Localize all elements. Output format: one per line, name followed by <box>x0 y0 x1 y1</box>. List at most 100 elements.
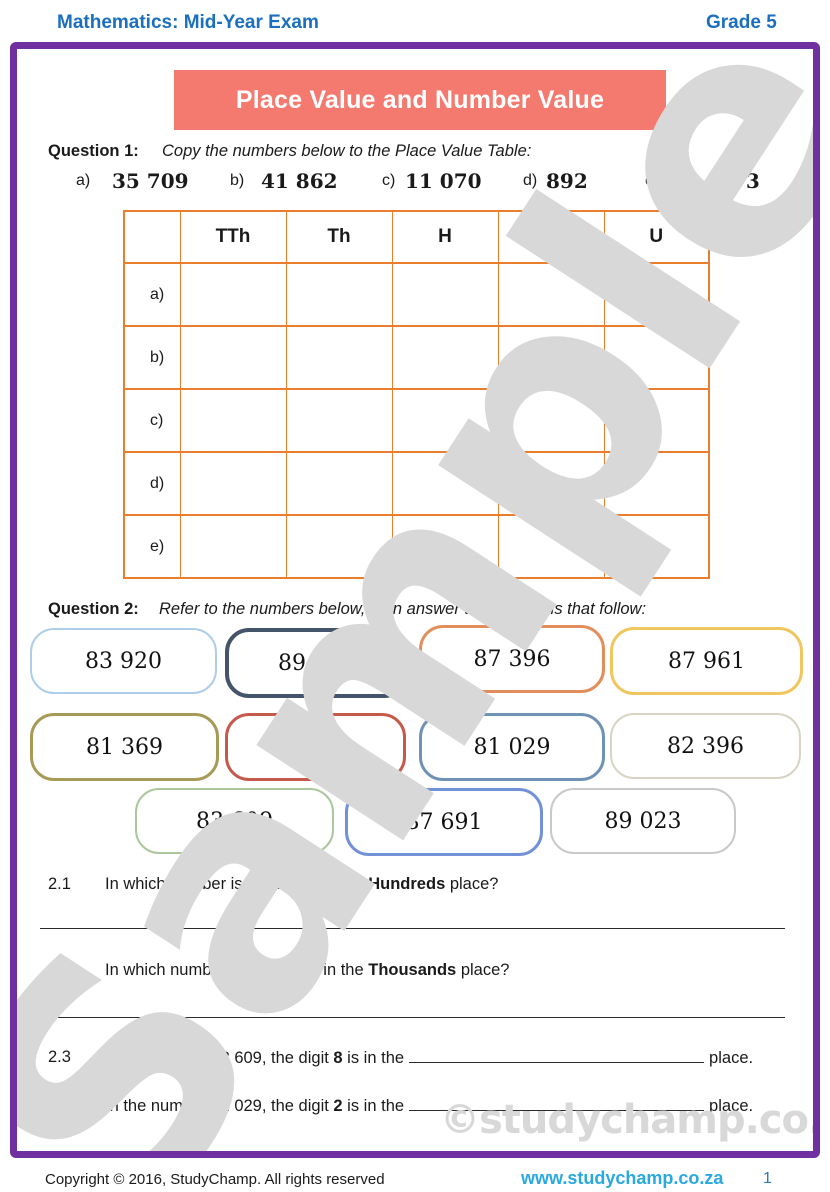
empty-cell <box>391 325 498 389</box>
question-bold-term: 8 <box>333 1049 343 1067</box>
number-card: 81 369 <box>30 713 219 781</box>
empty-cell <box>391 514 498 578</box>
question-bold-term: Thousands <box>368 961 457 979</box>
empty-cell <box>391 262 498 326</box>
number-card: 83 920 <box>30 628 217 694</box>
table-row-d: d) <box>123 451 709 515</box>
page-number: 1 <box>763 1170 772 1187</box>
empty-cell <box>285 514 392 578</box>
number-card: 82 396 <box>610 713 801 779</box>
question-2-2-text: In which number is the digit 7 in the Th… <box>105 961 509 980</box>
empty-cell <box>497 325 604 389</box>
question-text: place. <box>709 1049 754 1067</box>
empty-cell <box>391 388 498 452</box>
question-2-2: 2.2 In which number is the digit 7 in th… <box>17 961 813 983</box>
question-1-heading: Question 1: Copy the numbers below to th… <box>17 142 813 164</box>
question-1-instruction: Copy the numbers below to the Place Valu… <box>162 142 532 160</box>
answer-line <box>40 1017 785 1018</box>
question-2-3-number: 2.3 <box>48 1048 71 1066</box>
empty-cell <box>285 451 392 515</box>
header-th-cell: Th <box>285 210 392 263</box>
row-a-label: a) <box>123 262 180 326</box>
item-a-label: a) <box>76 172 91 189</box>
empty-cell <box>179 514 286 578</box>
empty-cell <box>285 325 392 389</box>
question-text: place? <box>456 961 510 979</box>
empty-cell <box>179 451 286 515</box>
answer-line <box>40 928 785 929</box>
item-a-value: 35 709 <box>112 169 189 193</box>
question-text: In which number is the digit 9 in the <box>105 875 369 893</box>
number-card-value: 89 023 <box>604 808 682 834</box>
empty-cell <box>497 388 604 452</box>
number-card: 83 609 <box>135 788 334 854</box>
question-2-heading: Question 2: Refer to the numbers below, … <box>17 600 813 622</box>
question-2-3-text: In the number 83 609, the digit 8 is in … <box>105 1048 753 1068</box>
section-banner: Place Value and Number Value <box>174 70 666 130</box>
row-c-label: c) <box>123 388 180 452</box>
question-2-2-number: 2.2 <box>48 961 71 979</box>
table-header-row: TTh Th H T U <box>123 210 709 263</box>
number-card: 89 036 <box>225 628 408 698</box>
item-b-value: 41 862 <box>261 169 338 193</box>
question-bold-term: Hundreds <box>368 875 446 893</box>
number-card-value: 83 609 <box>196 808 273 834</box>
question-text: is in the <box>342 1097 405 1115</box>
item-e-label: e) <box>645 172 660 189</box>
number-card-value: 89 203 <box>277 734 354 760</box>
question-2-4-number: 2.4. <box>48 1096 76 1114</box>
header-t-cell: T <box>497 210 604 263</box>
empty-cell <box>285 262 392 326</box>
empty-cell <box>179 262 286 326</box>
number-card-value: 87 961 <box>668 648 745 674</box>
number-card-value: 87 396 <box>473 646 551 672</box>
document-title: Mathematics: Mid-Year Exam <box>57 12 319 33</box>
number-card: 81 029 <box>419 713 605 781</box>
number-card-value: 87 691 <box>405 809 483 835</box>
header-tth-cell: TTh <box>179 210 286 263</box>
grade-label: Grade 5 <box>706 12 777 33</box>
question-2-label: Question 2: <box>48 600 139 618</box>
item-b-label: b) <box>230 172 245 189</box>
number-card-value: 89 036 <box>278 650 355 676</box>
question-1-label: Question 1: <box>48 142 139 160</box>
header-h-cell: H <box>391 210 498 263</box>
empty-cell <box>179 388 286 452</box>
empty-cell <box>285 388 392 452</box>
question-text: In the number 83 609, the digit <box>105 1049 334 1067</box>
empty-cell <box>603 388 709 452</box>
answer-blank <box>409 1096 705 1111</box>
empty-cell <box>497 262 604 326</box>
empty-cell <box>603 451 709 515</box>
item-d-value: 892 <box>546 169 588 193</box>
answer-blank <box>409 1048 705 1063</box>
number-card-value: 81 369 <box>86 734 163 760</box>
table-row-e: e) <box>123 514 709 578</box>
question-2-3: 2.3 In the number 83 609, the digit 8 is… <box>17 1048 813 1070</box>
question-text: In the number 81 029, the digit <box>105 1097 334 1115</box>
number-card: 89 203 <box>225 713 406 781</box>
number-card: 87 961 <box>610 627 803 695</box>
header-blank-cell <box>123 210 180 263</box>
number-card: 87 396 <box>419 625 605 693</box>
number-card-value: 82 396 <box>667 733 744 759</box>
section-banner-title: Place Value and Number Value <box>235 85 605 114</box>
empty-cell <box>603 262 709 326</box>
website-link: www.studychamp.co.za <box>521 1168 724 1188</box>
number-card-value: 83 920 <box>85 648 162 674</box>
question-text: In which number is the digit 7 in the <box>105 961 369 979</box>
question-text: place? <box>445 875 499 893</box>
question-2-instruction: Refer to the numbers below, then answer … <box>159 600 647 618</box>
empty-cell <box>603 514 709 578</box>
row-d-label: d) <box>123 451 180 515</box>
question-2-4-text: In the number 81 029, the digit 2 is in … <box>105 1096 753 1116</box>
table-row-c: c) <box>123 388 709 452</box>
empty-cell <box>497 451 604 515</box>
question-text: place. <box>709 1097 754 1115</box>
place-value-table: TTh Th H T U a) b) c) d) <box>123 210 710 579</box>
question-2-4: 2.4. In the number 81 029, the digit 2 i… <box>17 1096 813 1118</box>
number-card: 89 023 <box>550 788 736 854</box>
copyright-text: Copyright © 2016, StudyChamp. All rights… <box>45 1171 385 1188</box>
item-c-value: 11 070 <box>405 169 482 193</box>
number-card: 87 691 <box>345 788 543 856</box>
